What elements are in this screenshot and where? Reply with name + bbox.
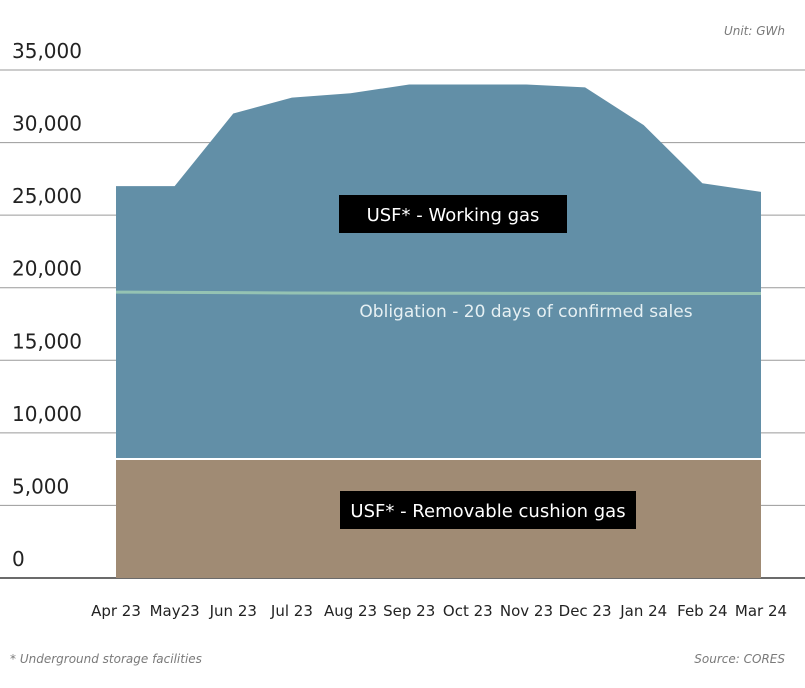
obligation-label: Obligation - 20 days of confirmed sales [359,302,692,322]
x-tick-label: Oct 23 [443,602,493,620]
working-gas-label-box [339,195,567,233]
cushion-gas-label: USF* - Removable cushion gas [340,491,636,529]
x-tick-label: Sep 23 [383,602,435,620]
x-tick-label: Jun 23 [209,602,257,620]
y-axis-tick-labels: 0 5,000 10,000 15,000 20,000 25,000 30,000 35,0… [12,39,82,571]
cushion-gas-label-text: USF* - Removable cushion gas [350,501,625,522]
y-tick-label: 30,000 [12,112,82,136]
obligation-line-layer [115,290,761,296]
x-tick-label: Mar 24 [735,602,787,620]
y-tick-label: 5,000 [12,474,69,498]
y-tick-label: 25,000 [12,184,82,208]
source-note: Source: CORES [694,652,785,666]
x-tick-label: Aug 23 [324,602,377,620]
cushion-gas-label-box [340,491,636,529]
y-tick-label: 20,000 [12,257,82,281]
y-tick-label: 15,000 [12,329,82,353]
unit-note: Unit: GWh [723,24,785,38]
x-tick-label: May23 [150,602,200,620]
x-tick-label: Nov 23 [500,602,553,620]
working-gas-area [116,84,761,459]
y-tick-label: 10,000 [12,402,82,426]
x-tick-label: Jan 24 [619,602,667,620]
x-axis-tick-labels: Apr 23 May23 Jun 23 Jul 23 Aug 23 Sep 23 Oct 2… [91,602,787,620]
x-tick-label: Apr 23 [91,602,141,620]
footnote: * Underground storage facilities [10,652,202,666]
series-labels: USF* - Working gas USF* - Removable cushi… [339,195,693,529]
y-tick-label: 0 [12,547,25,571]
working-gas-label-text: USF* - Working gas [367,205,540,226]
x-tick-label: Feb 24 [677,602,727,620]
obligation-line [115,290,761,296]
x-tick-label: Dec 23 [559,602,612,620]
x-tick-label: Jul 23 [270,602,313,620]
y-tick-label: 35,000 [12,39,82,63]
working-gas-label: USF* - Working gas [339,195,567,233]
